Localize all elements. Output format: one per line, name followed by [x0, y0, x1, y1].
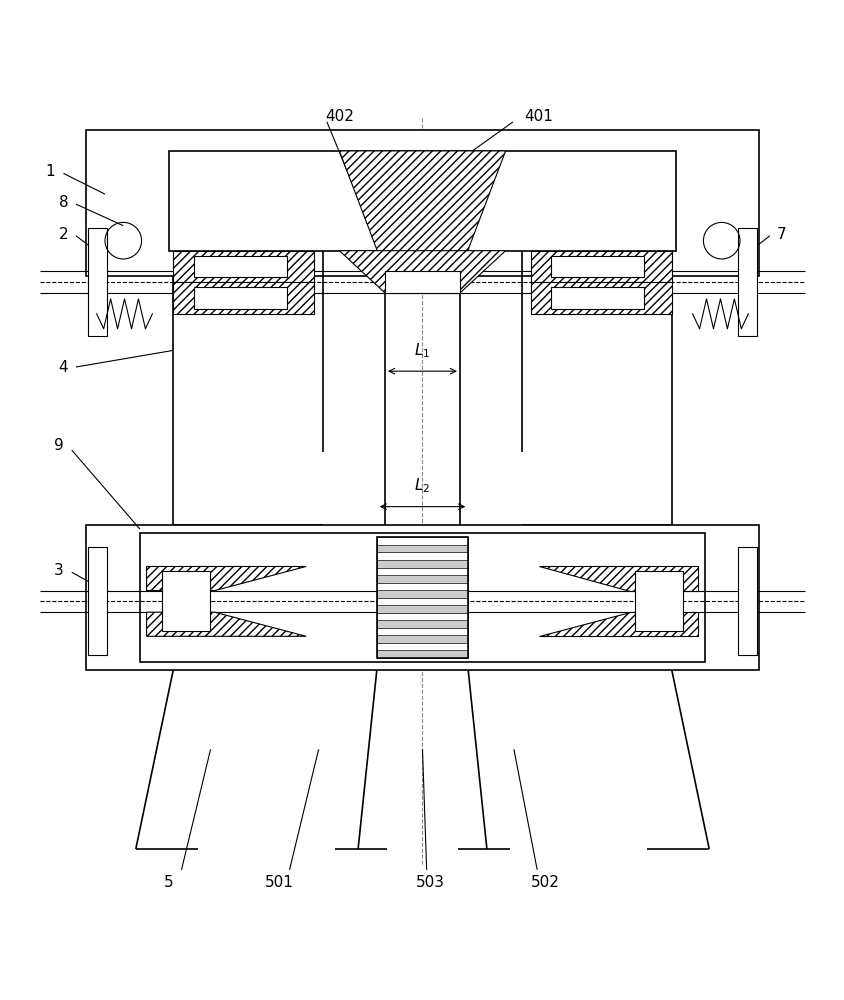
- Bar: [376, 590, 468, 598]
- Bar: [173, 282, 314, 314]
- Polygon shape: [339, 251, 505, 293]
- Text: 7: 7: [776, 227, 786, 242]
- Bar: [635, 571, 683, 631]
- Text: 2: 2: [58, 227, 68, 242]
- Polygon shape: [538, 612, 698, 636]
- Bar: [376, 552, 468, 560]
- Bar: [376, 537, 468, 545]
- Bar: [140, 533, 704, 662]
- Text: 501: 501: [265, 875, 294, 890]
- Bar: [738, 547, 755, 655]
- Polygon shape: [339, 151, 505, 271]
- Bar: [376, 537, 468, 658]
- Bar: [376, 545, 468, 552]
- Bar: [376, 598, 468, 605]
- Bar: [173, 251, 314, 282]
- Bar: [194, 256, 287, 277]
- Polygon shape: [146, 566, 306, 591]
- Bar: [169, 151, 675, 251]
- Bar: [738, 228, 755, 336]
- Text: 502: 502: [530, 875, 560, 890]
- Polygon shape: [146, 612, 306, 636]
- Text: 5: 5: [164, 875, 174, 890]
- Bar: [530, 282, 671, 314]
- Text: 402: 402: [325, 109, 354, 124]
- Bar: [194, 287, 287, 309]
- Bar: [89, 228, 106, 336]
- Text: 4: 4: [58, 360, 68, 375]
- Text: $L_2$: $L_2$: [414, 477, 430, 495]
- Bar: [86, 525, 758, 670]
- Bar: [550, 287, 644, 309]
- Text: 8: 8: [58, 195, 68, 210]
- Text: $L_1$: $L_1$: [414, 341, 430, 360]
- Bar: [89, 547, 106, 655]
- Text: 401: 401: [524, 109, 553, 124]
- Polygon shape: [538, 566, 698, 591]
- Bar: [376, 628, 468, 635]
- Bar: [376, 620, 468, 628]
- Bar: [376, 643, 468, 650]
- Bar: [385, 271, 459, 293]
- Bar: [376, 613, 468, 620]
- Bar: [376, 560, 468, 568]
- Text: 1: 1: [46, 164, 55, 179]
- Bar: [161, 571, 209, 631]
- Bar: [550, 256, 644, 277]
- Text: 503: 503: [416, 875, 445, 890]
- Bar: [530, 251, 671, 282]
- Bar: [376, 583, 468, 590]
- Text: 9: 9: [53, 438, 63, 453]
- Bar: [376, 568, 468, 575]
- Bar: [86, 130, 758, 276]
- Bar: [376, 635, 468, 643]
- Bar: [376, 575, 468, 583]
- Text: 3: 3: [53, 563, 63, 578]
- Bar: [376, 605, 468, 613]
- Bar: [376, 650, 468, 658]
